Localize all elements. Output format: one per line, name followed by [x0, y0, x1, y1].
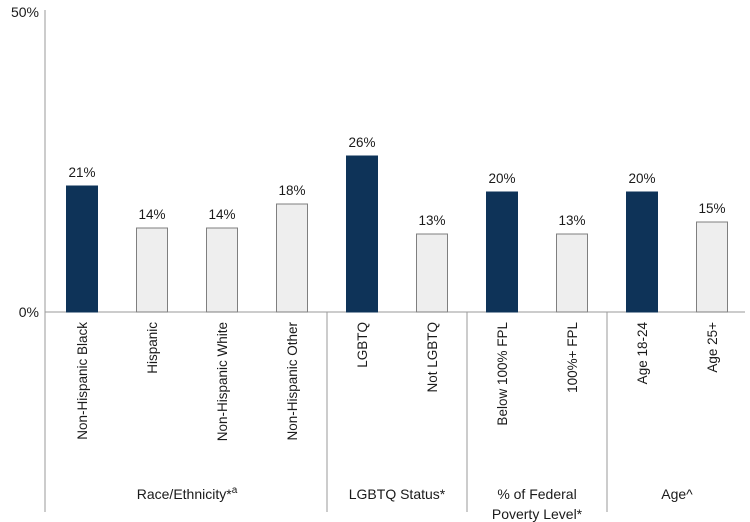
- bar-not-lgbtq: [416, 233, 448, 313]
- category-label-not-lgbtq: Not LGBTQ: [425, 322, 440, 393]
- category-label-below-100-fpl: Below 100% FPL: [495, 322, 510, 426]
- bar-100-fpl: [556, 233, 588, 313]
- data-labels: 21% 14% 14% 18% 26% 13% 20% 13% 20% 15%: [68, 135, 725, 228]
- category-label-age-18-24: Age 18-24: [635, 322, 650, 385]
- group-label-3-line-2: Poverty Level*: [492, 506, 583, 522]
- category-label-hispanic: Hispanic: [145, 322, 160, 374]
- category-labels: Non-Hispanic Black Hispanic Non-Hispanic W…: [75, 321, 720, 441]
- y-tick-label-zero: 0%: [19, 304, 39, 320]
- category-label-non-hispanic-black: Non-Hispanic Black: [75, 322, 90, 440]
- bar-non-hispanic-other: [276, 203, 308, 313]
- y-ticks: 50% 0%: [11, 4, 39, 320]
- group-label-3-line-1: % of Federal: [497, 486, 576, 502]
- data-label-100-fpl: 13%: [558, 213, 585, 228]
- group-label-4: Age^: [661, 486, 693, 502]
- bar-hispanic: [136, 227, 168, 313]
- bar-below-100-fpl: [486, 191, 518, 313]
- data-label-non-hispanic-white: 14%: [208, 207, 235, 222]
- data-label-age-25: 15%: [698, 201, 725, 216]
- category-label-100-fpl: 100%+ FPL: [565, 322, 580, 393]
- group-labels: Race/Ethnicity*a LGBTQ Status* % of Federa…: [137, 485, 693, 522]
- group-label-1: Race/Ethnicity*a: [137, 485, 238, 502]
- data-label-not-lgbtq: 13%: [418, 213, 445, 228]
- data-label-non-hispanic-other: 18%: [278, 183, 305, 198]
- bar-age-18-24: [626, 191, 658, 313]
- category-label-lgbtq: LGBTQ: [355, 322, 370, 368]
- category-label-non-hispanic-other: Non-Hispanic Other: [285, 321, 300, 440]
- data-label-below-100-fpl: 20%: [488, 171, 515, 186]
- bar-lgbtq: [346, 155, 378, 313]
- data-label-non-hispanic-black: 21%: [68, 165, 95, 180]
- data-label-hispanic: 14%: [138, 207, 165, 222]
- bar-age-25: [696, 221, 728, 313]
- group-label-2: LGBTQ Status*: [349, 486, 446, 502]
- group-dividers: [326, 312, 608, 512]
- group-label-superscript: a: [232, 485, 238, 496]
- category-label-age-25: Age 25+: [705, 322, 720, 373]
- category-label-non-hispanic-white: Non-Hispanic White: [215, 322, 230, 441]
- bar-non-hispanic-black: [66, 185, 98, 313]
- data-label-lgbtq: 26%: [348, 135, 375, 150]
- data-label-age-18-24: 20%: [628, 171, 655, 186]
- bars: [66, 155, 728, 313]
- bar-non-hispanic-white: [206, 227, 238, 313]
- y-tick-label-max: 50%: [11, 4, 39, 20]
